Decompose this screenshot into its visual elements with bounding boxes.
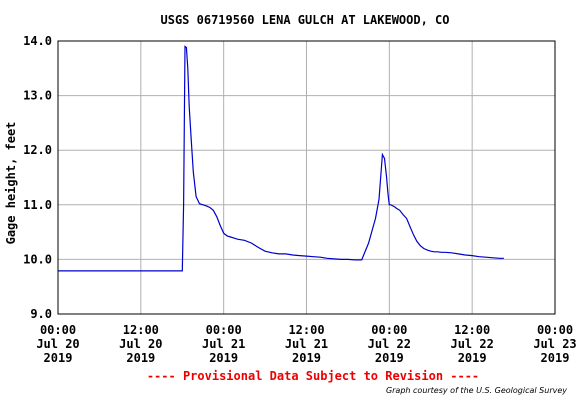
chart-title: USGS 06719560 LENA GULCH AT LAKEWOOD, CO (161, 13, 450, 27)
y-tick-label: 9.0 (30, 307, 52, 321)
y-tick-label: 12.0 (23, 143, 52, 157)
x-tick-label: 12:00 Jul 21 2019 (285, 323, 328, 365)
plot-frame (57, 40, 556, 315)
y-tick-label: 11.0 (23, 198, 52, 212)
y-tick-label: 14.0 (23, 34, 52, 48)
x-axis-tick-labels: 00:00 Jul 20 2019 12:00 Jul 20 2019 00:00 Jul 2… (36, 323, 576, 365)
x-tick-label: 12:00 Jul 20 2019 (119, 323, 162, 365)
grid-lines (57, 40, 556, 315)
y-axis-tick-labels: 9.0 10.0 11.0 12.0 13.0 14.0 (23, 34, 52, 321)
y-axis-label: Gage height, feet (4, 122, 18, 245)
x-tick-label: 12:00 Jul 22 2019 (450, 323, 493, 365)
provisional-note: ---- Provisional Data Subject to Revisio… (147, 369, 479, 383)
series-line-gage-height (58, 45, 504, 272)
x-tick-label: 00:00 Jul 20 2019 (36, 323, 79, 365)
x-tick-label: 00:00 Jul 21 2019 (202, 323, 245, 365)
x-tick-label: 00:00 Jul 23 2019 (533, 323, 576, 365)
y-tick-label: 10.0 (23, 252, 52, 266)
x-tick-label: 00:00 Jul 22 2019 (368, 323, 411, 365)
usgs-courtesy-note: Graph courtesy of the U.S. Geological Su… (386, 386, 567, 395)
y-tick-label: 13.0 (23, 89, 52, 103)
